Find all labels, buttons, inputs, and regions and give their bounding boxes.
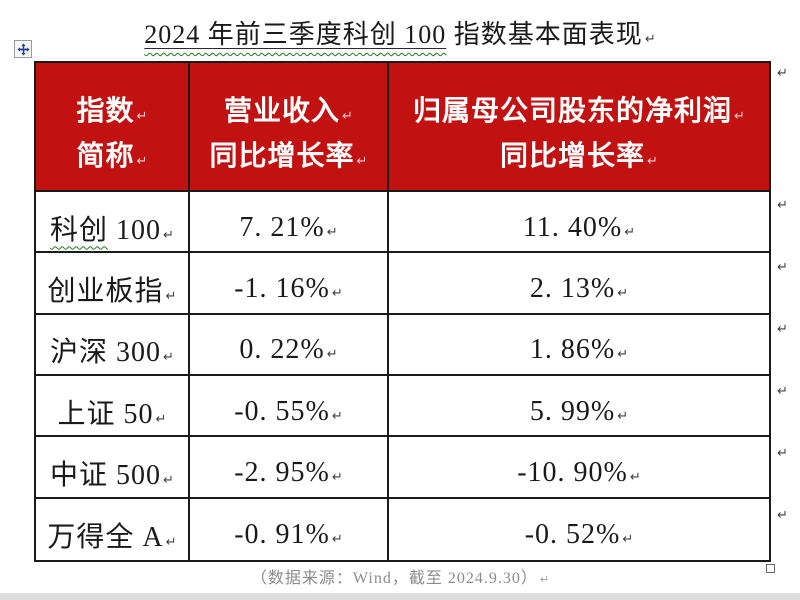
data-source-note: （数据来源：Wind，截至 2024.9.30） ↵ xyxy=(0,564,800,588)
table-resize-handle[interactable] xyxy=(766,564,775,573)
revenue-growth-value: 7. 21% xyxy=(239,211,325,243)
title-underlined-wrap: 2024 年前三季度科创 100 xyxy=(144,20,446,49)
table-move-handle[interactable] xyxy=(14,40,32,58)
table-cell-revenue-growth: 7. 21% ↵ xyxy=(190,192,389,254)
profit-growth-value: -0. 52% xyxy=(524,519,621,551)
header-line: 同比增长率 ↵ xyxy=(500,134,658,174)
paragraph-mark-icon: ↵ xyxy=(163,350,174,366)
paragraph-mark-icon: ↵ xyxy=(629,469,641,485)
index-name: 万得全 A xyxy=(47,522,164,554)
paragraph-mark-icon: ↵ xyxy=(777,322,788,337)
paragraph-mark-icon: ↵ xyxy=(734,109,745,124)
paragraph-mark-icon: ↵ xyxy=(155,411,167,427)
header-line: 同比增长率 ↵ xyxy=(210,134,368,174)
index-name: 创业板指 xyxy=(47,275,164,307)
paragraph-mark-icon: ↵ xyxy=(356,154,368,169)
table-cell-index-name: 上证 50 ↵ xyxy=(36,375,190,438)
fundamentals-table: 指数 ↵ 简称 ↵ 营业收入 ↵ 同比增长率 ↵ 归属母公司股东的净利润 ↵ 同比增长率 ↵… xyxy=(34,61,771,562)
paragraph-mark-icon: ↵ xyxy=(326,224,338,240)
header-text: 同比增长率 xyxy=(209,141,355,172)
paragraph-mark-icon: ↵ xyxy=(777,260,788,275)
paragraph-mark-icon: ↵ xyxy=(617,408,629,424)
paragraph-mark-icon: ↵ xyxy=(331,408,343,424)
paragraph-mark-icon: ↵ xyxy=(165,288,177,304)
header-line: 简称 ↵ xyxy=(77,134,148,174)
paragraph-mark-icon: ↵ xyxy=(331,532,343,548)
paragraph-mark-icon: ↵ xyxy=(777,66,788,81)
paragraph-mark-icon: ↵ xyxy=(342,109,353,124)
paragraph-mark-icon: ↵ xyxy=(617,285,629,301)
paragraph-mark-icon: ↵ xyxy=(624,224,636,240)
header-text: 简称 xyxy=(76,141,135,172)
revenue-growth-value: -2. 95% xyxy=(234,456,330,488)
paragraph-mark-icon: ↵ xyxy=(777,446,788,461)
paragraph-mark-icon: ↵ xyxy=(331,469,343,485)
paragraph-mark-icon: ↵ xyxy=(331,285,343,301)
paragraph-mark-icon: ↵ xyxy=(617,347,629,363)
paragraph-mark-icon: ↵ xyxy=(644,32,656,47)
paragraph-mark-icon: ↵ xyxy=(622,532,634,548)
page-title: 2024 年前三季度科创 100 指数基本面表现 ↵ xyxy=(0,14,800,51)
profit-growth-value: -10. 90% xyxy=(517,456,628,488)
index-name: 100 xyxy=(108,214,162,246)
revenue-growth-value: -0. 91% xyxy=(234,519,330,551)
profit-growth-value: 11. 40% xyxy=(522,211,623,243)
header-cell-index-name: 指数 ↵ 简称 ↵ xyxy=(36,63,190,192)
paragraph-mark-icon: ↵ xyxy=(539,573,550,586)
table-cell-index-name: 科创 100 ↵ xyxy=(36,192,190,254)
table-cell-revenue-growth: -0. 91% ↵ xyxy=(190,498,389,560)
table-cell-index-name: 万得全 A ↵ xyxy=(36,498,190,560)
table-cell-revenue-growth: 0. 22% ↵ xyxy=(190,314,389,376)
page-edge-band xyxy=(0,593,800,600)
table-cell-profit-growth: -10. 90% ↵ xyxy=(389,437,769,499)
paragraph-mark-icon: ↵ xyxy=(326,347,338,363)
paragraph-mark-icon: ↵ xyxy=(777,198,788,213)
title-underlined-text: 2024 年前三季度科创 100 xyxy=(144,20,447,49)
revenue-growth-value: -0. 55% xyxy=(234,395,330,427)
table-cell-revenue-growth: -1. 16% ↵ xyxy=(190,253,389,315)
table-cell-profit-growth: -0. 52% ↵ xyxy=(389,499,769,560)
paragraph-mark-icon: ↵ xyxy=(163,227,174,243)
table-cell-index-name: 中证 500 ↵ xyxy=(36,437,190,499)
header-text: 指数 xyxy=(76,96,135,127)
move-arrows-icon xyxy=(16,42,30,56)
header-text: 归属母公司股东的净利润 xyxy=(413,96,733,127)
header-line: 归属母公司股东的净利润 ↵ xyxy=(413,89,745,129)
header-text: 营业收入 xyxy=(224,96,341,127)
paragraph-mark-icon: ↵ xyxy=(647,154,658,169)
revenue-growth-value: 0. 22% xyxy=(239,334,325,366)
paragraph-mark-icon: ↵ xyxy=(777,508,788,523)
header-line: 指数 ↵ xyxy=(77,89,148,129)
table-cell-profit-growth: 5. 99% ↵ xyxy=(389,376,769,438)
header-text: 同比增长率 xyxy=(500,141,646,172)
index-name-wavy: 科创 xyxy=(50,214,109,246)
table-cell-revenue-growth: -2. 95% ↵ xyxy=(190,437,389,499)
data-source-text: （数据来源：Wind，截至 2024.9.30） xyxy=(250,570,538,587)
table-cell-profit-growth: 1. 86% ↵ xyxy=(389,315,769,376)
table-cell-profit-growth: 2. 13% ↵ xyxy=(389,253,769,315)
header-cell-revenue-growth: 营业收入 ↵ 同比增长率 ↵ xyxy=(190,63,389,192)
paragraph-mark-icon: ↵ xyxy=(136,109,148,124)
paragraph-mark-icon: ↵ xyxy=(163,472,174,488)
table-cell-profit-growth: 11. 40% ↵ xyxy=(389,192,769,254)
paragraph-mark-icon: ↵ xyxy=(777,384,788,399)
table-cell-index-name: 创业板指 ↵ xyxy=(36,253,190,315)
index-name: 上证 50 xyxy=(57,398,154,430)
profit-growth-value: 1. 86% xyxy=(529,334,616,366)
paragraph-mark-icon: ↵ xyxy=(136,154,148,169)
index-name: 沪深 300 xyxy=(50,337,162,369)
index-name: 中证 500 xyxy=(50,459,162,491)
title-rest-text: 指数基本面表现 xyxy=(446,20,643,49)
table-cell-index-name: 沪深 300 ↵ xyxy=(36,314,190,376)
paragraph-mark-icon: ↵ xyxy=(165,535,177,551)
profit-growth-value: 5. 99% xyxy=(529,395,616,427)
header-line: 营业收入 ↵ xyxy=(224,89,353,129)
revenue-growth-value: -1. 16% xyxy=(234,272,330,304)
profit-growth-value: 2. 13% xyxy=(529,272,616,304)
table-cell-revenue-growth: -0. 55% ↵ xyxy=(190,375,389,438)
header-cell-profit-growth: 归属母公司股东的净利润 ↵ 同比增长率 ↵ xyxy=(389,63,769,192)
